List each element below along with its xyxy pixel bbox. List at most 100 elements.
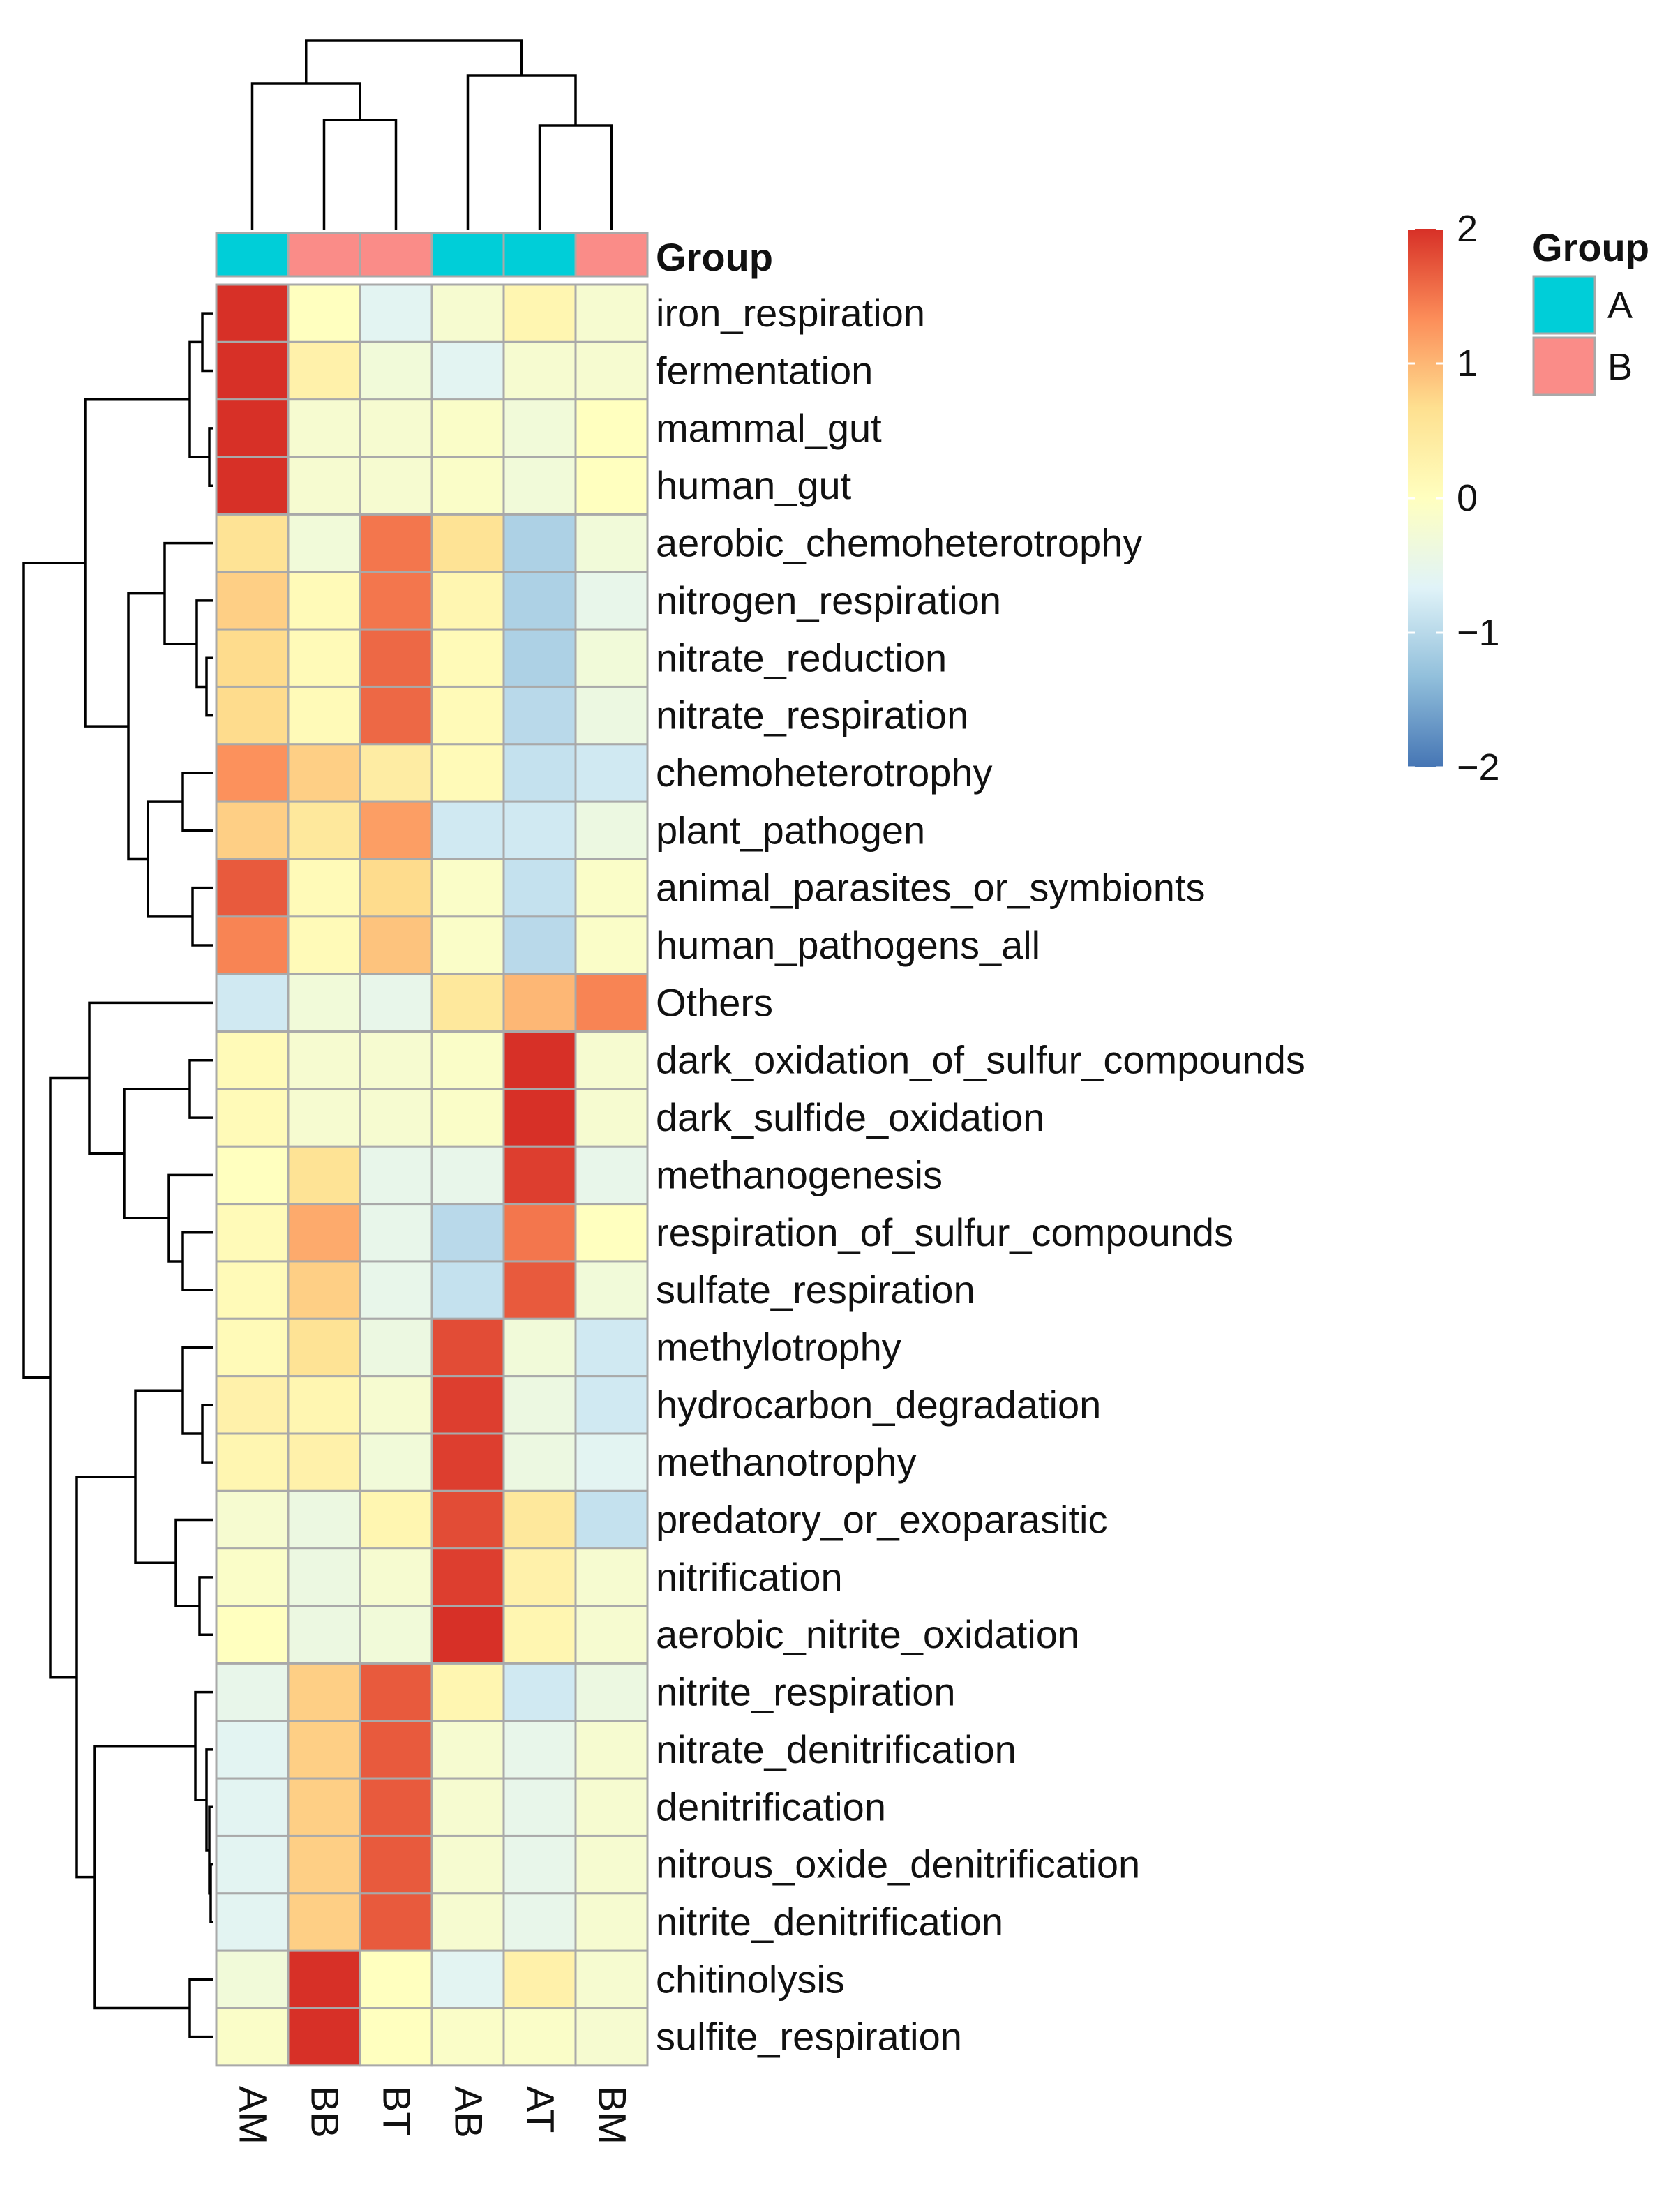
heatmap-cell-fermentation-BB [287, 340, 361, 401]
heatmap-cell-animal_parasites_or_symbionts-BB [287, 858, 361, 918]
heatmap-cell-iron_respiration-BB [287, 283, 361, 343]
heatmap-cell-dark_oxidation_of_sulfur_compounds-BB [287, 1030, 361, 1090]
heatmap-cell-sulfite_respiration-AT [502, 2007, 577, 2067]
heatmap-cell-nitrous_oxide_denitrification-AM [215, 1834, 290, 1895]
heatmap-cell-nitrate_reduction-BT [359, 628, 433, 688]
row-label: nitrate_reduction [656, 636, 947, 679]
heatmap-cell-nitrite_respiration-BM [574, 1662, 649, 1722]
heatmap-cell-respiration_of_sulfur_compounds-BB [287, 1203, 361, 1263]
heatmap-cell-mammal_gut-AM [215, 398, 290, 458]
heatmap-cell-nitrite_respiration-BB [287, 1662, 361, 1722]
row-label: methylotrophy [656, 1325, 901, 1369]
heatmap-cell-nitrification-BM [574, 1547, 649, 1607]
heatmap-cell-plant_pathogen-BT [359, 800, 433, 861]
heatmap-cell-sulfite_respiration-BB [287, 2007, 361, 2067]
heatmap-cell-chemoheterotrophy-AM [215, 743, 290, 803]
row-label: nitrite_denitrification [656, 1900, 1003, 1944]
heatmap-cell-denitrification-AB [430, 1777, 505, 1837]
row-label: predatory_or_exoparasitic [656, 1498, 1107, 1542]
heatmap-cell-nitrogen_respiration-BT [359, 571, 433, 631]
color-scale-tick-label: 2 [1457, 208, 1478, 250]
heatmap-cell-methanogenesis-BB [287, 1145, 361, 1206]
heatmap-cell-nitrite_denitrification-AT [502, 1892, 577, 1952]
heatmap-cell-dark_oxidation_of_sulfur_compounds-BT [359, 1030, 433, 1090]
heatmap-cell-Others-AB [430, 973, 505, 1033]
row-label: nitrite_respiration [656, 1670, 956, 1714]
row-label: dark_sulfide_oxidation [656, 1095, 1044, 1139]
heatmap-cell-nitrogen_respiration-AB [430, 571, 505, 631]
heatmap-cell-nitrous_oxide_denitrification-BT [359, 1834, 433, 1895]
heatmap-cell-chitinolysis-AT [502, 1949, 577, 2009]
row-dendrogram-branch [123, 1088, 190, 1219]
heatmap-cell-respiration_of_sulfur_compounds-BT [359, 1203, 433, 1263]
heatmap-cell-denitrification-BT [359, 1777, 433, 1837]
heatmap-cell-denitrification-AT [502, 1777, 577, 1837]
heatmap-cell-respiration_of_sulfur_compounds-BM [574, 1203, 649, 1263]
heatmap-cell-dark_sulfide_oxidation-BT [359, 1088, 433, 1148]
heatmap-cell-iron_respiration-BM [574, 283, 649, 343]
heatmap-cell-dark_oxidation_of_sulfur_compounds-AT [502, 1030, 577, 1090]
heatmap-cell-nitrate_denitrification-BB [287, 1720, 361, 1780]
heatmap-cell-sulfate_respiration-AM [215, 1260, 290, 1320]
heatmap-cell-hydrocarbon_degradation-BB [287, 1375, 361, 1435]
heatmap-cell-nitrous_oxide_denitrification-AB [430, 1834, 505, 1895]
heatmap-cell-nitrite_respiration-BT [359, 1662, 433, 1722]
heatmap-cell-mammal_gut-AB [430, 398, 505, 458]
heatmap-cell-nitrate_denitrification-AT [502, 1720, 577, 1780]
heatmap-cell-iron_respiration-BT [359, 283, 433, 343]
heatmap-cell-plant_pathogen-AM [215, 800, 290, 861]
heatmap-cell-Others-BB [287, 973, 361, 1033]
heatmap-cell-methanotrophy-BB [287, 1432, 361, 1492]
row-dendrogram [22, 312, 213, 2038]
column-label: AM [232, 2086, 276, 2145]
heatmap-cell-mammal_gut-AT [502, 398, 577, 458]
row-label: dark_oxidation_of_sulfur_compounds [656, 1038, 1305, 1082]
heatmap-cell-aerobic_nitrite_oxidation-AT [502, 1605, 577, 1665]
heatmap-cell-human_gut-AT [502, 456, 577, 516]
row-label: methanotrophy [656, 1440, 917, 1484]
heatmap-cell-plant_pathogen-AT [502, 800, 577, 861]
group-legend-label: A [1607, 285, 1633, 326]
group-legend-swatch-B [1532, 336, 1596, 396]
row-label: human_gut [656, 463, 852, 507]
color-scale-tick-label: 1 [1457, 343, 1478, 384]
heatmap-cell-hydrocarbon_degradation-AM [215, 1375, 290, 1435]
heatmap-cell-hydrocarbon_degradation-AB [430, 1375, 505, 1435]
row-label: aerobic_nitrite_oxidation [656, 1612, 1079, 1656]
heatmap-cell-hydrocarbon_degradation-BT [359, 1375, 433, 1435]
heatmap-cell-nitrification-BT [359, 1547, 433, 1607]
heatmap-cell-nitrate_respiration-BT [359, 685, 433, 746]
column-dendrogram [250, 39, 613, 230]
row-dendrogram-branch [49, 1076, 89, 1679]
heatmap-cell-dark_oxidation_of_sulfur_compounds-BM [574, 1030, 649, 1090]
heatmap-cell-mammal_gut-BB [287, 398, 361, 458]
row-label: nitrate_denitrification [656, 1727, 1017, 1771]
row-dendrogram-branch [191, 886, 213, 947]
heatmap-cell-human_pathogens_all-BB [287, 915, 361, 975]
column-labels: AM BB BT AB AT BM [232, 2086, 635, 2145]
group-legend-swatch-A [1532, 275, 1596, 335]
heatmap-cell-human_pathogens_all-AB [430, 915, 505, 975]
heatmap-cell-respiration_of_sulfur_compounds-AT [502, 1203, 577, 1263]
heatmap-cell-fermentation-BM [574, 340, 649, 401]
heatmap-cell-methanotrophy-AB [430, 1432, 505, 1492]
row-label: denitrification [656, 1785, 886, 1829]
heatmap-cell-nitrate_respiration-BB [287, 685, 361, 746]
row-dendrogram-branch [201, 1404, 213, 1464]
group-legend-label: B [1607, 346, 1633, 388]
heatmap-cell-Others-AM [215, 973, 290, 1033]
heatmap-cell-sulfite_respiration-BM [574, 2007, 649, 2067]
heatmap-cell-nitrate_denitrification-AM [215, 1720, 290, 1780]
heatmap-cells [215, 283, 649, 2067]
heatmap-cell-Others-AT [502, 973, 577, 1033]
heatmap-cell-fermentation-AB [430, 340, 505, 401]
heatmap-cell-predatory_or_exoparasitic-AB [430, 1489, 505, 1550]
heatmap-cell-predatory_or_exoparasitic-AM [215, 1489, 290, 1550]
heatmap-cell-nitrification-AT [502, 1547, 577, 1607]
heatmap-cell-nitrate_respiration-AB [430, 685, 505, 746]
heatmap-cell-chemoheterotrophy-BB [287, 743, 361, 803]
heatmap-cell-respiration_of_sulfur_compounds-AB [430, 1203, 505, 1263]
heatmap-cell-methylotrophy-BM [574, 1317, 649, 1378]
row-dendrogram-branch [195, 599, 213, 689]
heatmap-cell-chitinolysis-BM [574, 1949, 649, 2009]
